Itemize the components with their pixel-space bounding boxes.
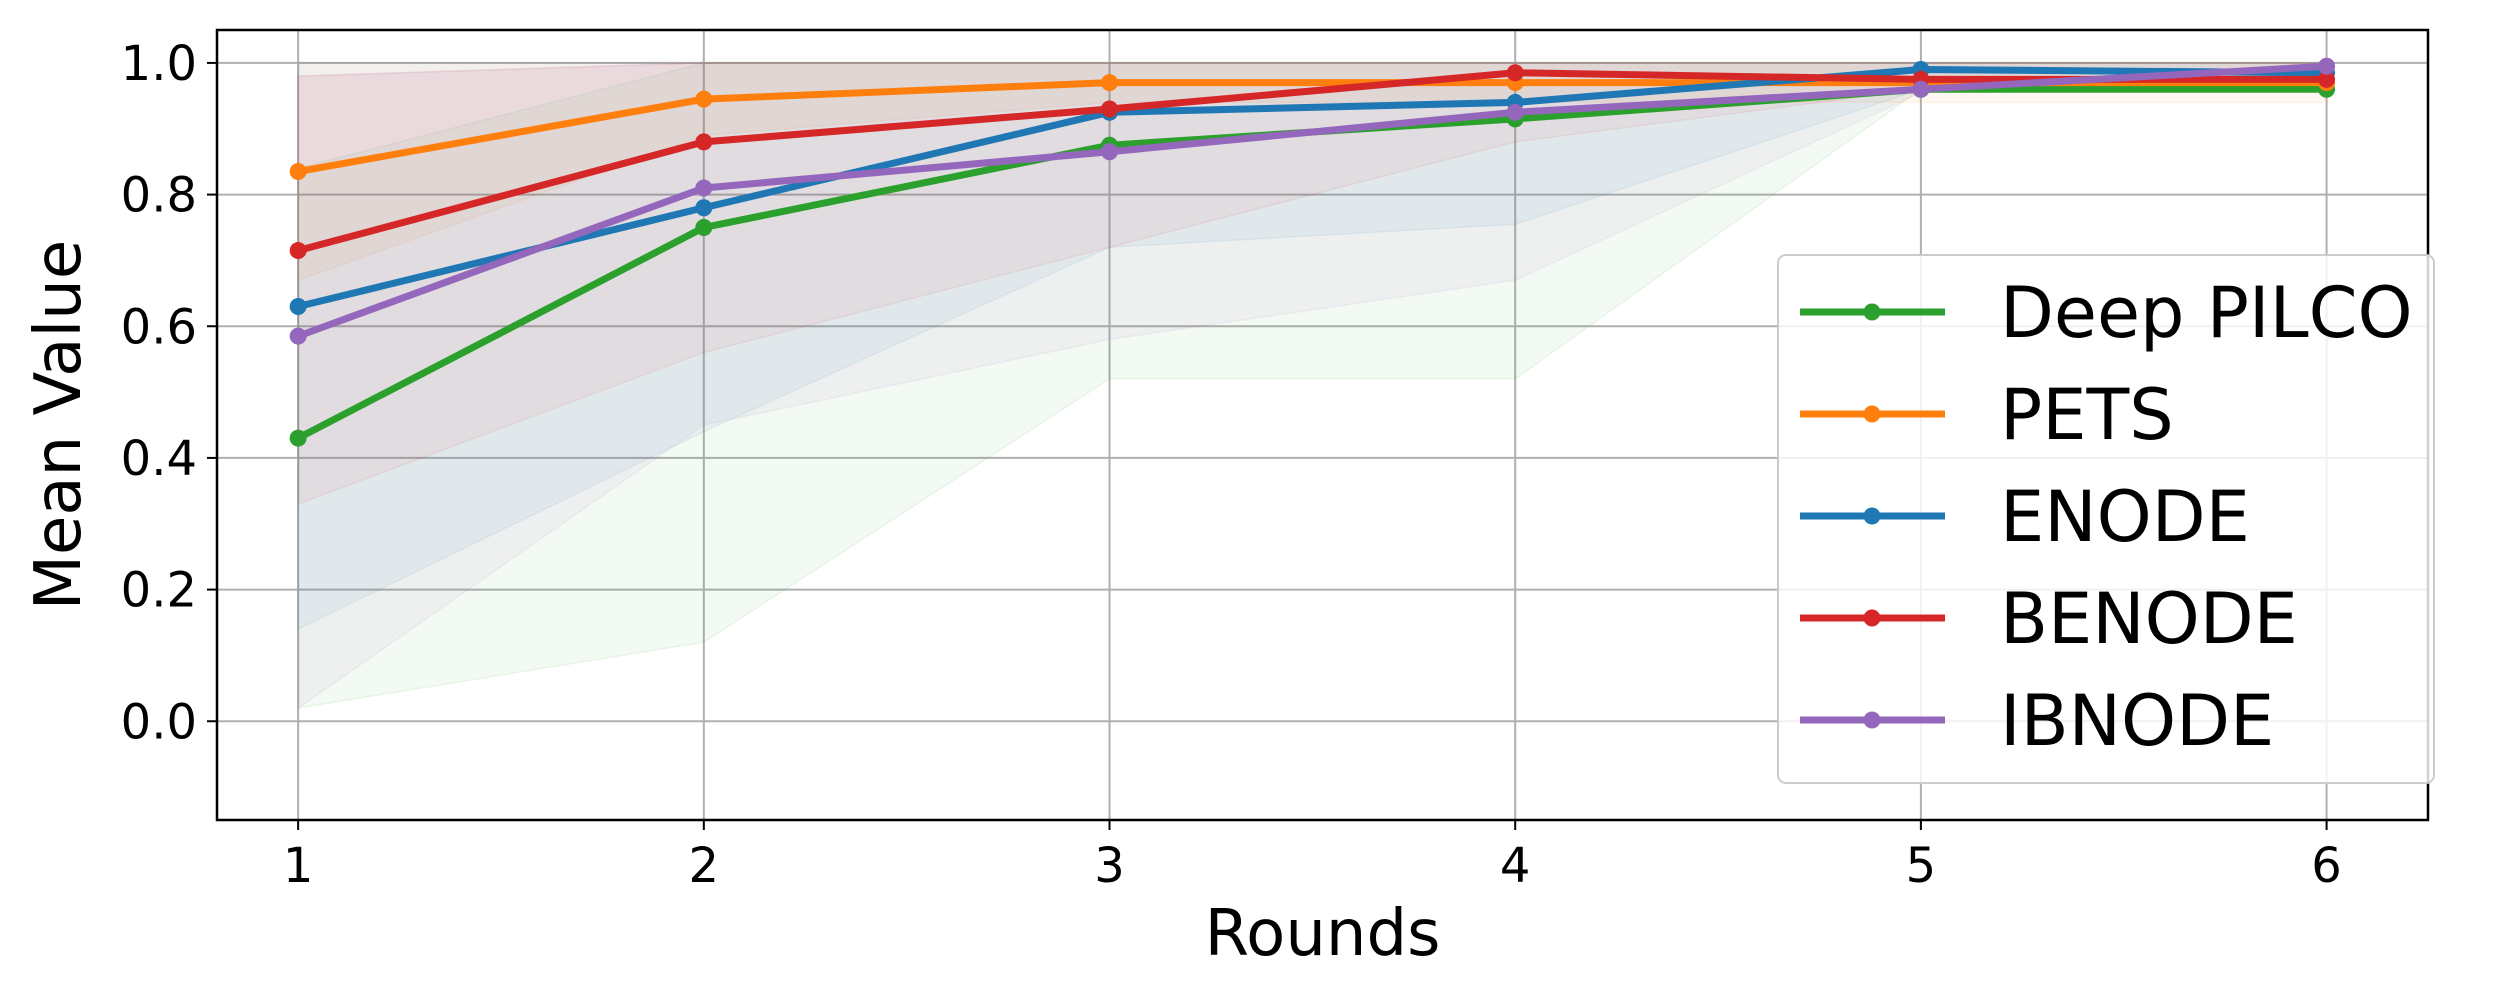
data-point bbox=[289, 242, 307, 260]
y-axis-title: Mean Value bbox=[22, 240, 96, 610]
data-point bbox=[695, 179, 713, 197]
x-axis-ticks: 1 2 3 4 5 6 bbox=[283, 820, 2342, 894]
legend: Deep PILCO PETS ENODE BENODE IBNODE bbox=[1777, 254, 2435, 784]
data-point bbox=[695, 90, 713, 108]
x-tick-label: 5 bbox=[1906, 838, 1937, 894]
legend-label: Deep PILCO bbox=[2000, 272, 2413, 354]
data-point bbox=[289, 429, 307, 447]
x-tick-label: 3 bbox=[1094, 838, 1125, 894]
data-point bbox=[1506, 64, 1524, 82]
x-tick-label: 2 bbox=[689, 838, 720, 894]
y-tick-label: 0.4 bbox=[121, 431, 197, 487]
series-lines bbox=[289, 57, 2336, 447]
data-point bbox=[1101, 74, 1119, 92]
legend-swatch-marker bbox=[1863, 303, 1881, 321]
data-point bbox=[2318, 57, 2336, 75]
y-tick-label: 0.8 bbox=[121, 168, 197, 224]
data-point bbox=[1506, 103, 1524, 121]
legend-label: PETS bbox=[2000, 374, 2174, 456]
data-point bbox=[1101, 143, 1119, 161]
legend-label: ENODE bbox=[2000, 476, 2250, 558]
data-point bbox=[289, 327, 307, 345]
legend-swatch-marker bbox=[1863, 711, 1881, 729]
data-point bbox=[289, 163, 307, 181]
data-point bbox=[1101, 100, 1119, 118]
legend-box bbox=[1777, 254, 2435, 784]
legend-swatch-marker bbox=[1863, 609, 1881, 627]
data-point bbox=[695, 133, 713, 151]
series-line bbox=[294, 62, 2331, 340]
x-tick-label: 1 bbox=[283, 838, 314, 894]
y-tick-label: 1.0 bbox=[121, 36, 197, 92]
series-line bbox=[294, 69, 2331, 255]
legend-label: IBNODE bbox=[2000, 680, 2274, 762]
x-tick-label: 6 bbox=[2311, 838, 2342, 894]
data-point bbox=[289, 298, 307, 315]
x-tick-label: 4 bbox=[1500, 838, 1531, 894]
legend-swatch-marker bbox=[1863, 405, 1881, 423]
y-tick-label: 0.6 bbox=[121, 299, 197, 355]
legend-label: BENODE bbox=[2000, 578, 2298, 660]
data-point bbox=[695, 219, 713, 236]
data-point bbox=[695, 199, 713, 217]
legend-swatch-marker bbox=[1863, 507, 1881, 525]
data-point bbox=[1912, 80, 1930, 98]
series-line bbox=[294, 66, 2331, 310]
y-tick-label: 0.2 bbox=[121, 563, 197, 619]
x-axis-title: Rounds bbox=[1205, 897, 1441, 971]
y-tick-label: 0.0 bbox=[121, 694, 197, 750]
data-point bbox=[2318, 70, 2336, 88]
y-axis-ticks: 0.0 0.2 0.4 0.6 0.8 1.0 bbox=[121, 36, 217, 750]
